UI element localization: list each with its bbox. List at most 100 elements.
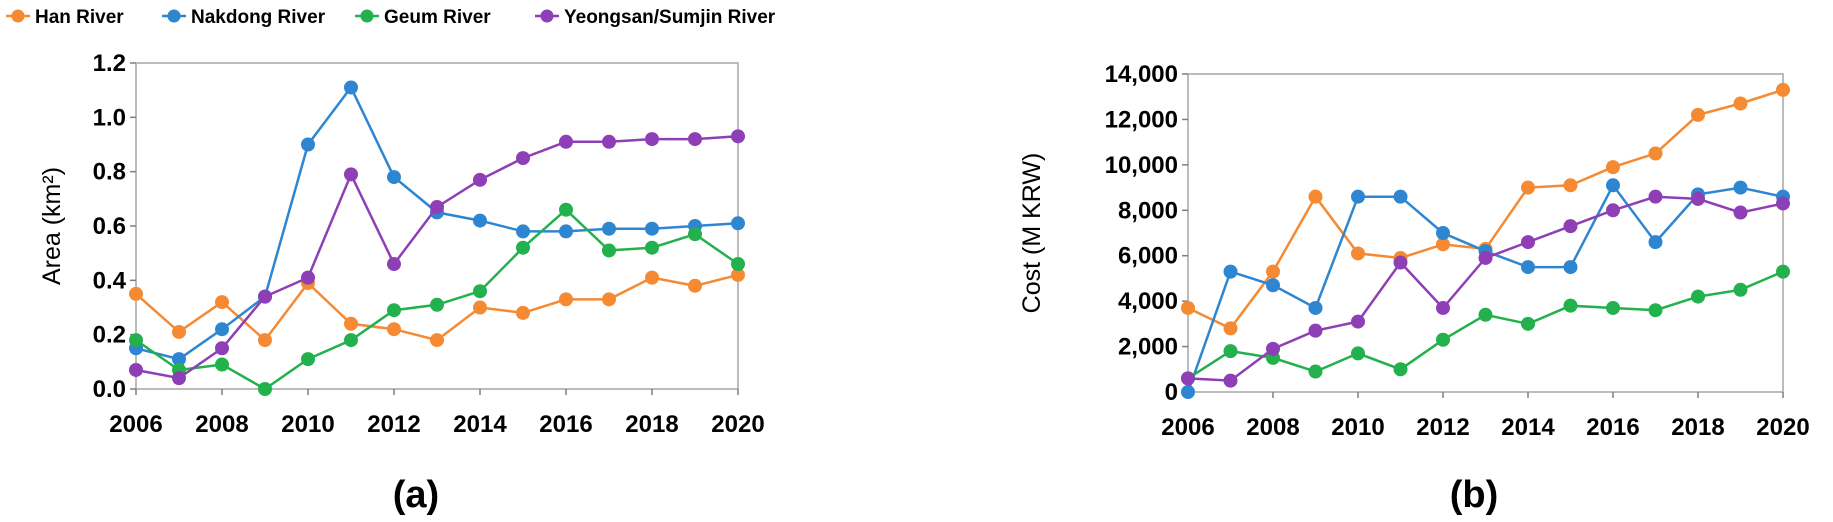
data-point-yeongsan-sumjin-river	[1521, 235, 1535, 250]
data-point-yeongsan-sumjin-river	[1266, 341, 1280, 356]
y-tick-label: 0.8	[93, 159, 126, 186]
data-point-nakdong-river	[215, 322, 229, 337]
x-tick-label: 2014	[1501, 414, 1555, 441]
data-point-han-river	[344, 316, 358, 331]
y-tick-label: 8,000	[1118, 197, 1178, 224]
data-point-nakdong-river	[645, 221, 659, 236]
y-tick-label: 1.0	[93, 104, 126, 131]
data-point-han-river	[1521, 180, 1535, 195]
data-point-nakdong-river	[1223, 264, 1238, 279]
data-point-nakdong-river	[473, 213, 487, 228]
legend-label-geum-river: Geum River	[384, 7, 491, 28]
data-point-nakdong-river	[1181, 385, 1195, 399]
data-point-han-river	[1776, 82, 1790, 97]
data-point-nakdong-river	[1648, 235, 1663, 250]
chart-cost: 0 2,000 4,000 6,000 8,000 10,000 12,000 14,000 2…	[1018, 61, 1810, 516]
data-point-geum-river	[688, 227, 702, 242]
data-point-nakdong-river	[1563, 260, 1578, 275]
data-point-geum-river	[602, 243, 616, 258]
data-point-han-river	[129, 286, 143, 301]
y-tick-label: 10,000	[1105, 152, 1178, 179]
legend-marker-yeongsan-sumjin-river	[540, 9, 554, 23]
data-point-nakdong-river	[172, 352, 186, 367]
data-point-nakdong-river	[1266, 278, 1280, 293]
data-point-yeongsan-sumjin-river	[1691, 191, 1705, 206]
data-point-geum-river	[301, 352, 315, 367]
data-point-nakdong-river	[1733, 180, 1748, 195]
legend-label-han-river: Han River	[35, 7, 124, 28]
data-point-nakdong-river	[387, 170, 401, 185]
data-point-yeongsan-sumjin-river	[1223, 373, 1238, 388]
data-point-geum-river	[344, 333, 358, 348]
data-point-geum-river	[1521, 316, 1535, 331]
data-point-yeongsan-sumjin-river	[731, 129, 745, 144]
data-point-yeongsan-sumjin-river	[1308, 323, 1323, 338]
data-point-geum-river	[1606, 300, 1620, 315]
x-tick-label: 2012	[1416, 414, 1469, 441]
y-tick-label: 0.2	[93, 322, 126, 349]
data-point-han-river	[1733, 96, 1748, 111]
data-point-yeongsan-sumjin-river	[602, 134, 616, 149]
data-point-han-river	[215, 295, 229, 310]
x-tick-label: 2016	[1586, 414, 1639, 441]
data-point-geum-river	[1308, 364, 1323, 379]
data-point-han-river	[1223, 321, 1238, 336]
y-tick-label: 1.2	[93, 50, 126, 77]
data-point-nakdong-river	[731, 216, 745, 231]
panel-label: (a)	[393, 474, 439, 516]
x-tick-label: 2014	[453, 411, 507, 438]
data-point-yeongsan-sumjin-river	[645, 132, 659, 147]
data-point-geum-river	[1691, 289, 1705, 304]
data-point-han-river	[430, 333, 444, 348]
x-tick-label: 2018	[1671, 414, 1724, 441]
data-point-yeongsan-sumjin-river	[258, 289, 272, 304]
y-tick-label: 0.4	[93, 267, 127, 294]
data-point-nakdong-river	[1521, 260, 1535, 275]
series-nakdong-river	[129, 80, 745, 367]
data-point-nakdong-river	[602, 221, 616, 236]
legend-marker-nakdong-river	[167, 9, 181, 23]
data-point-han-river	[602, 292, 616, 307]
x-tick-label: 2006	[1161, 414, 1214, 441]
data-point-geum-river	[1351, 346, 1365, 361]
data-point-yeongsan-sumjin-river	[1393, 255, 1408, 270]
data-point-yeongsan-sumjin-river	[215, 341, 229, 356]
legend-label-yeongsan-sumjin-river: Yeongsan/Sumjin River	[564, 7, 776, 28]
data-point-han-river	[1606, 160, 1620, 175]
data-point-nakdong-river	[344, 80, 358, 95]
data-point-yeongsan-sumjin-river	[1563, 219, 1578, 234]
data-point-yeongsan-sumjin-river	[1478, 250, 1493, 265]
x-tick-label: 2008	[1246, 414, 1299, 441]
x-tick-label: 2012	[367, 411, 420, 438]
data-point-geum-river	[129, 333, 143, 348]
data-point-geum-river	[473, 284, 487, 299]
data-point-nakdong-river	[1308, 300, 1323, 315]
series-yeongsan-sumjin-river	[129, 129, 745, 386]
data-point-nakdong-river	[1436, 226, 1450, 240]
y-tick-label: 2,000	[1118, 334, 1178, 361]
y-axis-title: Area (km²)	[38, 167, 66, 285]
data-point-yeongsan-sumjin-river	[430, 199, 444, 214]
y-tick-label: 6,000	[1118, 243, 1178, 270]
y-tick-label: 4,000	[1118, 288, 1178, 315]
data-point-geum-river	[215, 357, 229, 372]
data-point-geum-river	[1393, 362, 1408, 377]
x-tick-label: 2010	[281, 411, 334, 438]
data-point-han-river	[1308, 189, 1323, 204]
series-yeongsan-sumjin-river	[1181, 189, 1790, 388]
data-point-yeongsan-sumjin-river	[1436, 300, 1450, 315]
data-point-nakdong-river	[516, 224, 530, 239]
data-point-han-river	[387, 322, 401, 337]
data-point-han-river	[516, 305, 530, 320]
data-point-yeongsan-sumjin-river	[344, 167, 358, 182]
y-tick-label: 0.6	[93, 213, 126, 240]
x-tick-label: 2008	[195, 411, 248, 438]
data-point-geum-river	[731, 257, 745, 272]
data-point-yeongsan-sumjin-river	[473, 172, 487, 187]
data-point-yeongsan-sumjin-river	[688, 132, 702, 147]
x-tick-label: 2018	[625, 411, 678, 438]
x-tick-label: 2020	[1756, 414, 1809, 441]
data-point-han-river	[731, 267, 745, 282]
data-point-han-river	[1351, 246, 1365, 261]
legend-marker-han-river	[11, 9, 25, 23]
